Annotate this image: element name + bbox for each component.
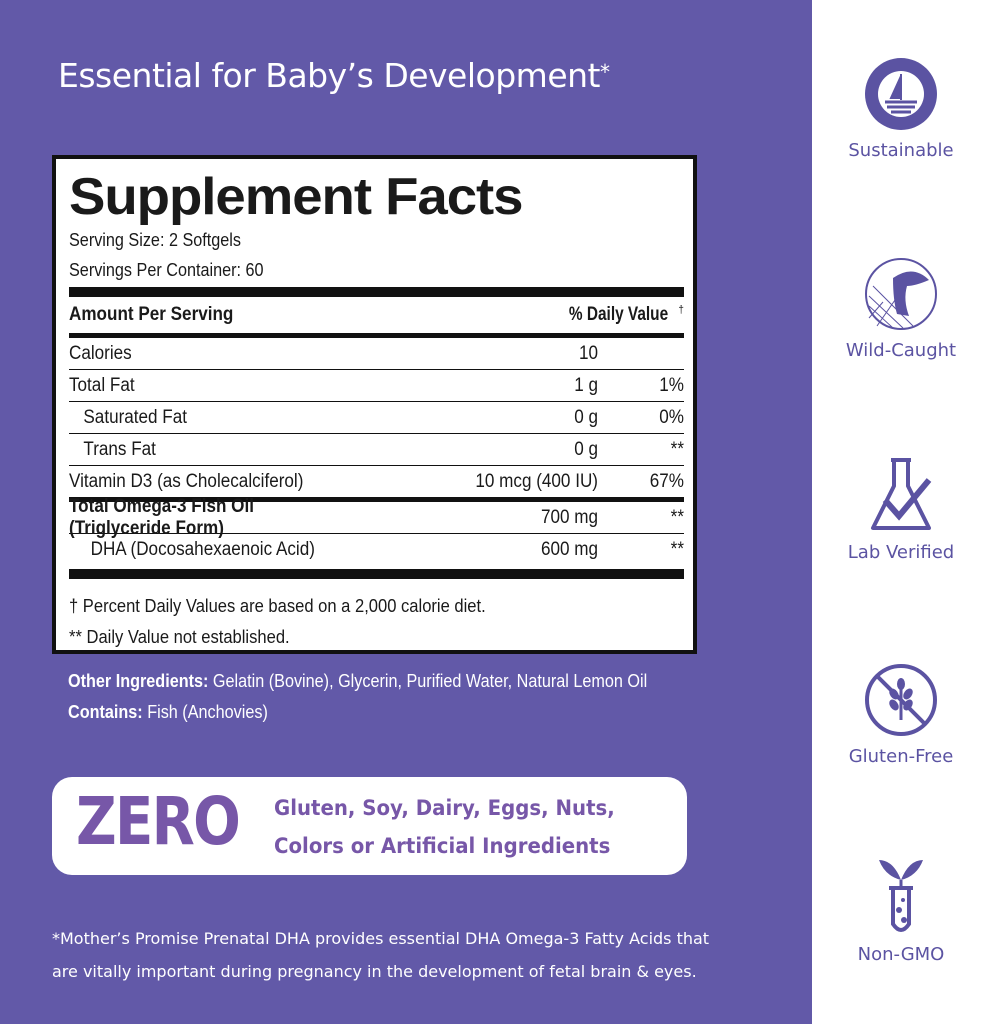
nutrient-label: Total Omega-3 Fish Oil (Triglyceride For…	[69, 495, 254, 539]
footnote-not-established: ** Daily Value not established.	[69, 627, 290, 647]
table-row: Vitamin D3 (as Cholecalciferol) 10 mcg (4…	[69, 466, 684, 497]
badge-non-gmo: Non-GMO	[812, 854, 990, 965]
daily-value: **	[670, 438, 684, 460]
badge-lab-verified: Lab Verified	[812, 456, 990, 563]
disclaimer-line-1: *Mother’s Promise Prenatal DHA provides …	[52, 929, 710, 948]
nutrient-label: DHA (Docosahexaenoic Acid)	[90, 538, 315, 560]
disclaimer-line-2: are vitally important during pregnancy i…	[52, 962, 697, 981]
test-tube-plant-icon	[879, 860, 923, 932]
header-row: Amount Per Serving % Daily Value †	[69, 297, 684, 333]
other-ingredients: Other Ingredients: Gelatin (Bovine), Gly…	[68, 666, 647, 728]
badges-sidebar: Sustainable Wild-Caught Lab Verified Glu…	[812, 0, 990, 1024]
divider	[69, 287, 684, 297]
daily-value: 0%	[659, 406, 684, 428]
asterisk: *	[599, 60, 610, 84]
dagger: †	[678, 303, 684, 316]
divider	[69, 369, 684, 370]
zero-list: Gluten, Soy, Dairy, Eggs, Nuts, Colors o…	[274, 789, 615, 865]
table-row: DHA (Docosahexaenoic Acid) 600 mg **	[69, 534, 684, 565]
daily-value: **	[670, 506, 684, 528]
facts-title: Supplement Facts	[69, 168, 524, 226]
amount-header: Amount Per Serving	[69, 304, 234, 325]
main-panel: Essential for Baby’s Development* Supple…	[0, 0, 812, 1024]
servings-per-container: Servings Per Container: 60	[69, 260, 264, 280]
flask-check-icon	[871, 458, 932, 530]
dv-header: % Daily Value †	[563, 304, 684, 326]
zero-word: ZERO	[76, 783, 241, 860]
disclaimer: *Mother’s Promise Prenatal DHA provides …	[52, 922, 709, 988]
nutrient-label: Total Fat	[69, 374, 135, 396]
nutrient-label: Vitamin D3 (as Cholecalciferol)	[69, 470, 304, 492]
no-wheat-icon	[865, 664, 937, 736]
fish-net-icon	[865, 258, 937, 330]
table-row: Total Fat 1 g 1%	[69, 370, 684, 401]
nutrient-label: Calories	[69, 342, 132, 364]
divider	[69, 497, 684, 502]
table-row: Trans Fat 0 g **	[69, 434, 684, 465]
zero-banner: ZERO Gluten, Soy, Dairy, Eggs, Nuts, Col…	[52, 777, 687, 875]
amount: 1 g	[574, 374, 598, 396]
footnote-dv: † Percent Daily Values are based on a 2,…	[69, 596, 486, 616]
amount: 0 g	[574, 438, 598, 460]
divider	[69, 465, 684, 466]
divider	[69, 433, 684, 434]
contains-label: Contains:	[68, 702, 143, 722]
badge-label: Lab Verified	[847, 542, 955, 563]
serving-size: Serving Size: 2 Softgels	[69, 230, 241, 250]
dv-header-text: % Daily Value	[568, 304, 669, 326]
amount: 600 mg	[540, 538, 598, 560]
other-ingredients-label: Other Ingredients:	[68, 671, 209, 691]
title-text: Essential for Baby’s Development	[58, 56, 600, 95]
badge-label: Wild-Caught	[845, 340, 957, 361]
badge-gluten-free: Gluten-Free	[812, 662, 990, 767]
zero-line-1: Gluten, Soy, Dairy, Eggs, Nuts,	[274, 796, 615, 820]
badge-label: Gluten-Free	[848, 746, 954, 767]
amount: 10	[578, 342, 598, 364]
badge-sustainable: Sustainable	[812, 56, 990, 161]
amount: 10 mcg (400 IU)	[475, 470, 598, 492]
other-ingredients-text: Gelatin (Bovine), Glycerin, Purified Wat…	[208, 671, 648, 691]
contains-text: Fish (Anchovies)	[142, 702, 268, 722]
friend-of-the-sea-icon	[865, 58, 937, 130]
amount: 0 g	[574, 406, 598, 428]
nutrient-label: Trans Fat	[83, 438, 156, 460]
zero-line-2: Colors or Artificial Ingredients	[274, 834, 611, 858]
page-title: Essential for Baby’s Development*	[58, 56, 610, 95]
divider	[69, 401, 684, 402]
table-row: Total Omega-3 Fish Oil (Triglyceride For…	[69, 496, 684, 539]
badge-label: Sustainable	[848, 140, 954, 161]
daily-value: 67%	[649, 470, 684, 492]
supplement-facts-panel: Supplement Facts Serving Size: 2 Softgel…	[52, 155, 697, 654]
table-row: Saturated Fat 0 g 0%	[69, 402, 684, 433]
divider	[69, 533, 684, 534]
divider	[69, 569, 684, 579]
table-row: Calories 10	[69, 338, 684, 369]
badge-wild-caught: Wild-Caught	[812, 256, 990, 361]
badge-label: Non-GMO	[857, 944, 945, 965]
nutrient-label: Saturated Fat	[83, 406, 188, 428]
amount: 700 mg	[540, 506, 598, 528]
daily-value: **	[670, 538, 684, 560]
daily-value: 1%	[659, 374, 684, 396]
divider	[69, 333, 684, 338]
